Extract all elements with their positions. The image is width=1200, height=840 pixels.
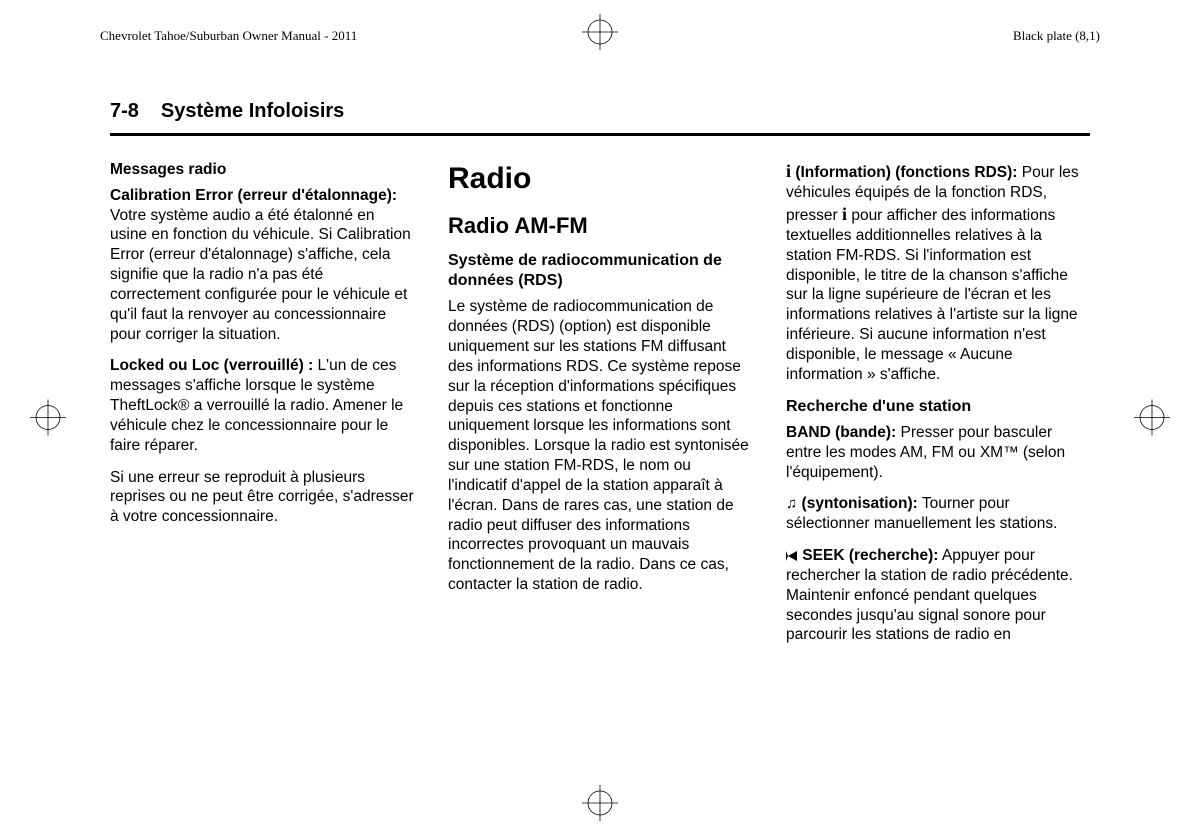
info-rds-para: i (Information) (fonctions RDS): Pour le… bbox=[786, 160, 1090, 385]
error-repeat-para: Si une erreur se reproduit à plusieurs r… bbox=[110, 468, 414, 527]
page-number: 7-8 bbox=[110, 100, 139, 122]
radio-amfm-heading: Radio AM-FM bbox=[448, 212, 752, 240]
rds-heading: Système de radiocommunication de données… bbox=[448, 251, 752, 292]
crop-mark-right bbox=[1134, 400, 1170, 441]
crop-mark-bottom bbox=[582, 785, 618, 826]
header-left: Chevrolet Tahoe/Suburban Owner Manual - … bbox=[100, 28, 357, 44]
info-rds-text-b: pour afficher des informations textuelle… bbox=[786, 207, 1078, 383]
page-content: 7-8 Système Infoloisirs Messages radio Ca… bbox=[110, 100, 1090, 657]
section-title: Système Infoloisirs bbox=[161, 100, 344, 122]
locked-para: Locked ou Loc (verrouillé) : L'un de ces… bbox=[110, 356, 414, 455]
seek-label: SEEK (recherche): bbox=[798, 547, 938, 564]
seek-back-icon bbox=[786, 551, 797, 561]
header-right: Black plate (8,1) bbox=[1013, 28, 1100, 44]
tune-label: (syntonisation): bbox=[797, 495, 918, 512]
column-1: Messages radio Calibration Error (erreur… bbox=[110, 160, 414, 657]
crop-mark-left bbox=[30, 400, 66, 441]
band-label: BAND (bande): bbox=[786, 424, 896, 441]
columns: Messages radio Calibration Error (erreur… bbox=[110, 160, 1090, 657]
locked-label: Locked ou Loc (verrouillé) : bbox=[110, 357, 313, 374]
calibration-error-para: Calibration Error (erreur d'étalonnage):… bbox=[110, 186, 414, 345]
column-2: Radio Radio AM-FM Système de radiocommun… bbox=[448, 160, 752, 657]
radio-heading: Radio bbox=[448, 160, 752, 198]
info-rds-label: (Information) (fonctions RDS): bbox=[791, 164, 1017, 181]
calibration-error-label: Calibration Error (erreur d'étalonnage): bbox=[110, 187, 397, 204]
calibration-error-text: Votre système audio a été étalonné en us… bbox=[110, 207, 411, 343]
station-search-heading: Recherche d'une station bbox=[786, 397, 1090, 417]
seek-para: SEEK (recherche): Appuyer pour recherche… bbox=[786, 546, 1090, 645]
column-3: i (Information) (fonctions RDS): Pour le… bbox=[786, 160, 1090, 657]
print-header: Chevrolet Tahoe/Suburban Owner Manual - … bbox=[100, 28, 1100, 44]
page-heading: 7-8 Système Infoloisirs bbox=[110, 100, 1090, 136]
tune-para: ♫ (syntonisation): Tourner pour sélectio… bbox=[786, 494, 1090, 534]
band-para: BAND (bande): Presser pour basculer entr… bbox=[786, 423, 1090, 482]
music-note-icon: ♫ bbox=[786, 495, 797, 512]
messages-radio-heading: Messages radio bbox=[110, 160, 414, 180]
rds-para: Le système de radiocommunication de donn… bbox=[448, 297, 752, 594]
